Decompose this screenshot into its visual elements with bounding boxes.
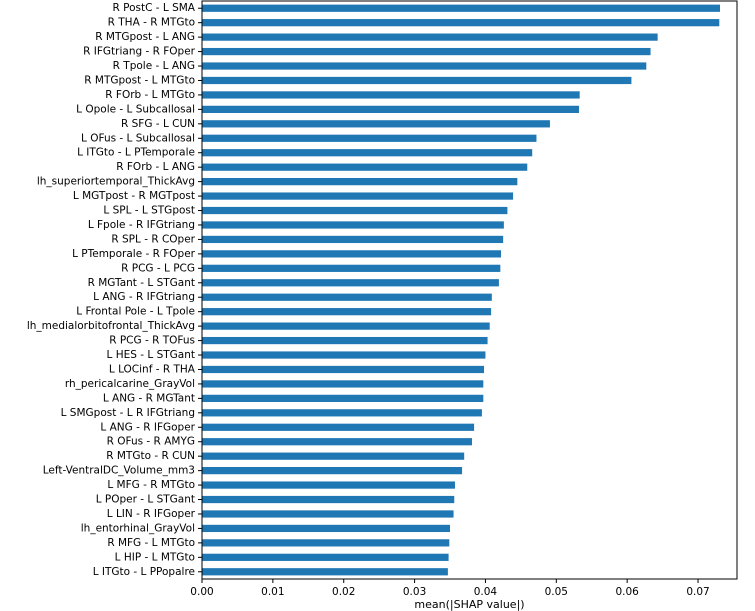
bar <box>202 250 502 258</box>
x-tick-label: 0.05 <box>545 586 568 598</box>
bar <box>202 264 501 272</box>
y-tick-label: R PostC - L SMA <box>113 2 196 14</box>
y-tick-label: L PTemporale - R FOper <box>72 248 196 260</box>
y-tick-label: L ANG - R IFGtriang <box>93 291 195 303</box>
y-tick-label: L Fpole - R IFGtriang <box>88 219 195 231</box>
x-tick-label: 0.00 <box>190 586 213 598</box>
bar <box>202 467 463 475</box>
y-tick-label: L ANG - R MGTant <box>103 392 195 404</box>
bar <box>202 539 450 547</box>
bar <box>202 524 451 533</box>
x-tick-label: 0.03 <box>403 586 426 598</box>
y-tick-label: R OFus - R AMYG <box>107 436 195 448</box>
bar <box>202 293 492 301</box>
y-tick-label: R MGTant - L STGant <box>88 277 195 289</box>
bar <box>202 19 720 27</box>
bars-group <box>202 4 720 576</box>
y-tick-label: R MTGpost - L MTGto <box>84 74 195 86</box>
y-tick-label: L MGTpost - R MGTpost <box>73 190 195 202</box>
bar <box>202 510 454 518</box>
y-tick-label: R MFG - L MTGto <box>107 537 195 549</box>
y-tick-label: L Frontal Pole - L Tpole <box>76 306 195 318</box>
bar <box>202 33 658 41</box>
bar <box>202 452 465 460</box>
y-tick-label: L POper - L STGant <box>96 494 195 506</box>
y-tick-label: L HIP - L MTGto <box>115 551 195 563</box>
bar <box>202 365 485 374</box>
bar <box>202 481 455 489</box>
x-tick-label: 0.04 <box>474 586 498 598</box>
y-tick-label: L LIN - R IFGoper <box>107 508 196 520</box>
bar <box>202 409 482 417</box>
y-tick-label: L HES - L STGant <box>107 349 195 361</box>
y-tick-label: R MTGto - R CUN <box>106 450 195 462</box>
plot-frame <box>201 0 738 580</box>
y-tick-label: L ITGto - L PTemporale <box>77 147 195 159</box>
x-tick-label: 0.01 <box>261 586 284 598</box>
bar <box>202 62 647 70</box>
y-tick-label: R MTGpost - L ANG <box>95 31 195 43</box>
bar <box>202 322 490 330</box>
y-tick-label: L SMGpost - L R IFGtriang <box>61 407 195 419</box>
bar <box>202 308 492 316</box>
y-tick-label: L OFus - L Subcallosal <box>81 132 195 144</box>
y-tick-label: R PCG - L PCG <box>121 262 195 274</box>
y-tick-label: L MFG - R MTGto <box>107 479 195 491</box>
bar <box>202 91 580 99</box>
bar <box>202 4 720 12</box>
y-tick-label: L SPL - L STGpost <box>103 205 195 217</box>
y-tick-label: L ITGto - L PPopalre <box>93 566 195 578</box>
y-tick-label: L LOCinf - R THA <box>109 363 196 375</box>
bar <box>202 553 449 561</box>
bar <box>202 438 472 446</box>
y-tick-label: R PCG - R TOFus <box>109 335 195 347</box>
bar <box>202 423 475 431</box>
y-tick-label: R FOrb - L MTGto <box>105 89 195 101</box>
bar <box>202 336 488 345</box>
x-tick-label: 0.07 <box>686 586 709 598</box>
bar <box>202 163 528 171</box>
bar <box>202 76 632 85</box>
y-tick-label: R Tpole - L ANG <box>113 60 195 72</box>
y-tick-label: L Opole - L Subcallosal <box>76 103 195 115</box>
bar <box>202 178 518 186</box>
y-tick-label: rh_pericalcarine_GrayVol <box>65 378 195 390</box>
x-tick-label: 0.06 <box>615 586 639 598</box>
y-tick-label: R THA - R MTGto <box>108 17 195 29</box>
bar <box>202 279 499 287</box>
x-ticks-group: 0.00 0.01 0.02 0.03 0.04 0.05 0.06 0.07 <box>190 579 710 598</box>
y-tick-label: lh_superiortemporal_ThickAvg <box>37 176 195 188</box>
y-tick-label: lh_medialorbitofrontal_ThickAvg <box>27 320 195 332</box>
bar <box>202 192 514 200</box>
y-tick-label: R SFG - L CUN <box>121 118 195 130</box>
bar <box>202 47 651 56</box>
y-tick-label: R FOrb - L ANG <box>116 161 195 173</box>
x-tick-label: 0.02 <box>332 586 355 598</box>
bar <box>202 235 504 244</box>
bar <box>202 120 550 128</box>
bar <box>202 221 504 229</box>
y-tick-label: L ANG - R IFGoper <box>100 421 195 433</box>
y-tick-label: R IFGtriang - R FOper <box>83 46 196 58</box>
y-tick-label: R SPL - R COper <box>111 233 195 245</box>
bar <box>202 380 484 388</box>
x-axis-label: mean(|SHAP value|) <box>414 598 524 611</box>
y-tick-labels-group: R PostC - L SMA R THA - R MTGto R MTGpost … <box>27 2 202 578</box>
bar <box>202 206 508 215</box>
y-tick-label: lh_entorhinal_GrayVol <box>81 522 195 534</box>
bar <box>202 105 579 113</box>
y-tick-label: Left-VentralDC_Volume_mm3 <box>43 465 195 477</box>
bar <box>202 149 533 157</box>
bar <box>202 134 537 142</box>
bar <box>202 568 448 576</box>
bar <box>202 394 484 402</box>
bar <box>202 495 455 504</box>
bar <box>202 351 486 359</box>
